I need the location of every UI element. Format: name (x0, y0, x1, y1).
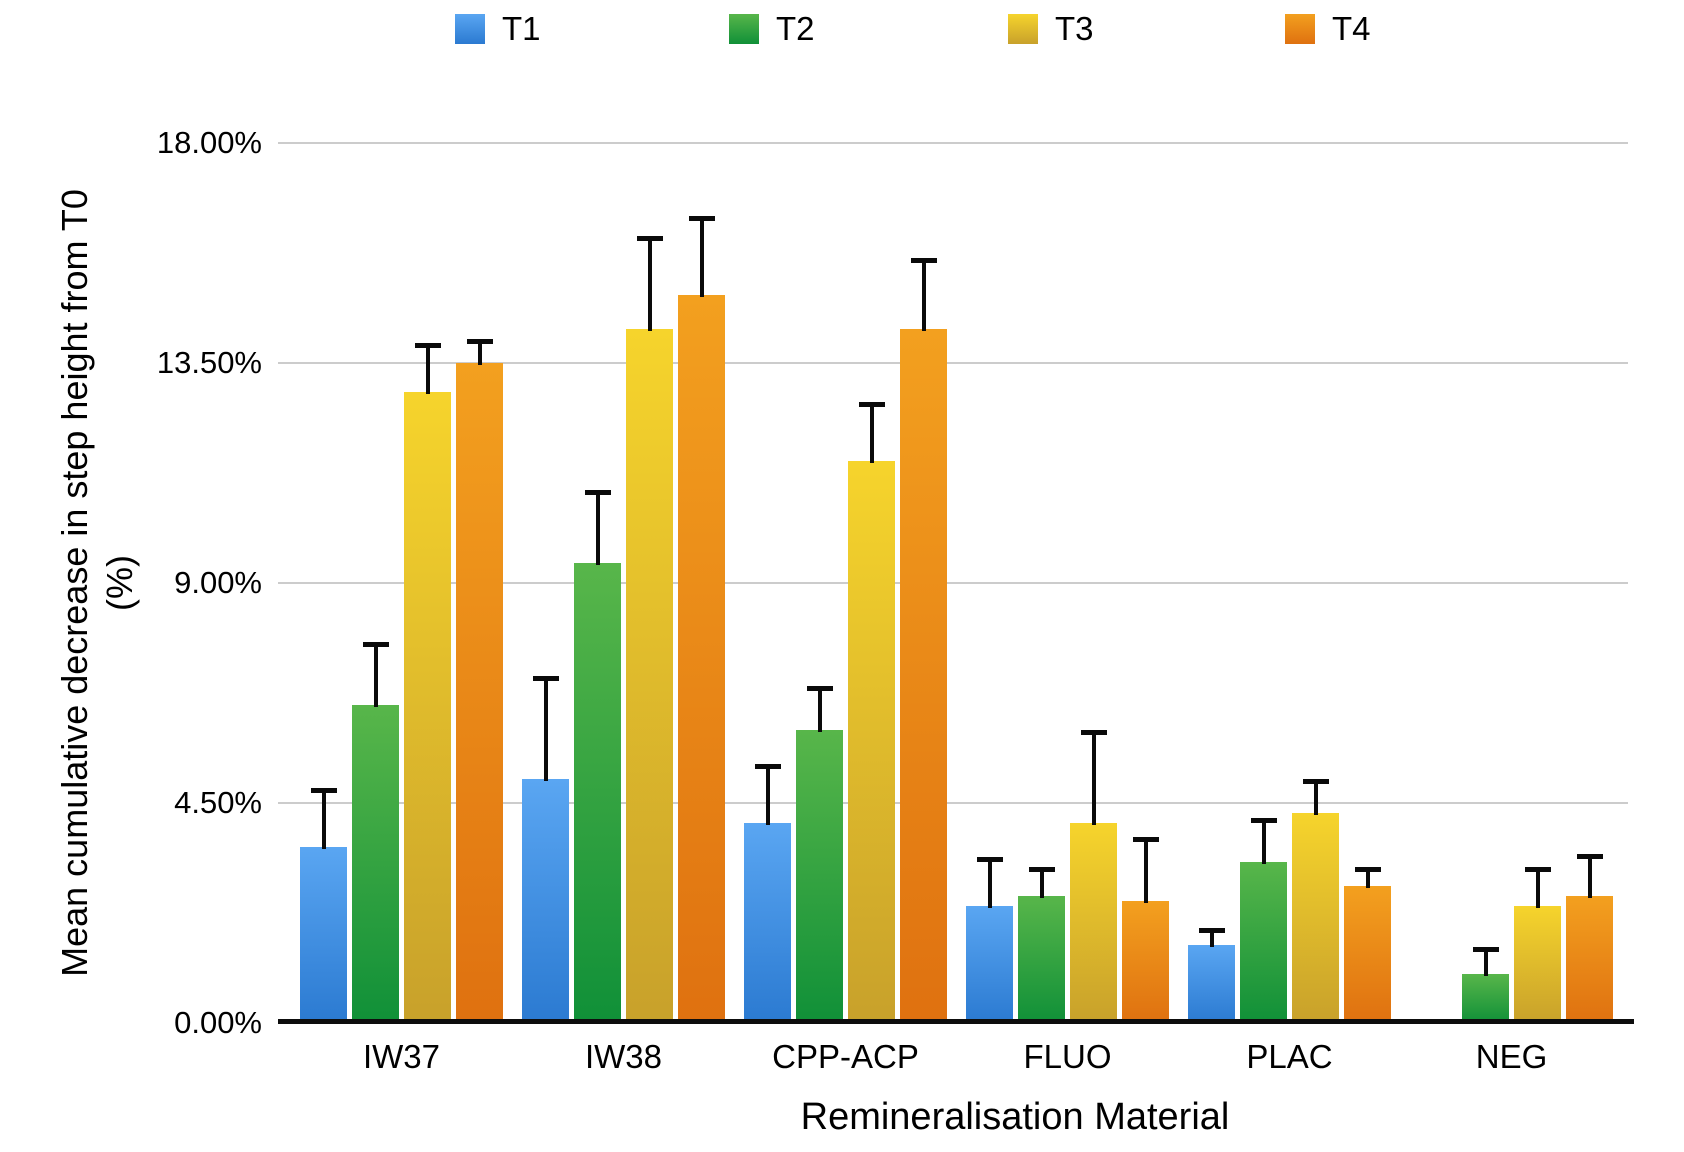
error-bar-cap (1303, 778, 1329, 784)
error-bar-cap (1029, 866, 1055, 872)
bar-t2-plac (1240, 861, 1287, 1023)
error-bar-stem (922, 257, 926, 331)
legend-swatch-t4 (1285, 14, 1315, 44)
bar-t3-iw37 (404, 392, 451, 1023)
bar-t1-plac (1188, 944, 1235, 1023)
error-bar-stem (322, 788, 326, 849)
bar-t4-neg (1566, 895, 1613, 1023)
error-bar-stem (1210, 927, 1214, 947)
error-bar-stem (818, 685, 822, 732)
error-bar-cap (1355, 866, 1381, 872)
bar-t4-plac (1344, 886, 1391, 1023)
error-bar-stem (1144, 837, 1148, 903)
legend-swatch-t1 (455, 14, 485, 44)
bar-t3-fluo (1070, 822, 1117, 1023)
bar-t1-iw38 (522, 778, 569, 1023)
legend-item-t4: T4 (1285, 12, 1371, 46)
x-axis-line (278, 1019, 1634, 1024)
gridline-13.50% (278, 362, 1628, 364)
bar-t2-iw38 (574, 563, 621, 1023)
x-category-label-cpp-acp: CPP-ACP (772, 1038, 919, 1075)
x-axis-title: Remineralisation Material (800, 1096, 1230, 1138)
legend-item-t3: T3 (1008, 12, 1094, 46)
bar-t4-iw38 (678, 294, 725, 1023)
bar-t3-cpp-acp (848, 460, 895, 1023)
error-bar-cap (467, 338, 493, 344)
bar-t3-plac (1292, 812, 1339, 1023)
error-bar-stem (1484, 947, 1488, 977)
error-bar-cap (533, 675, 559, 681)
error-bar-stem (870, 402, 874, 463)
error-bar-cap (755, 763, 781, 769)
x-category-label-iw38: IW38 (584, 1038, 663, 1075)
bar-t1-iw37 (300, 847, 347, 1023)
error-bar-stem (478, 338, 482, 365)
error-bar-stem (1040, 866, 1044, 898)
error-bar-cap (689, 216, 715, 222)
error-bar-stem (1262, 817, 1266, 864)
bar-t2-iw37 (352, 705, 399, 1023)
error-bar-stem (544, 675, 548, 781)
legend-item-t2: T2 (729, 12, 815, 46)
error-bar-cap (1473, 947, 1499, 953)
bar-t2-cpp-acp (796, 729, 843, 1023)
error-bar-cap (363, 641, 389, 647)
bar-t1-fluo (966, 905, 1013, 1023)
legend-swatch-t2 (729, 14, 759, 44)
legend-swatch-t3 (1008, 14, 1038, 44)
legend-label: T1 (502, 10, 541, 47)
error-bar-cap (311, 788, 337, 794)
error-bar-cap (1081, 729, 1107, 735)
bar-t4-iw37 (456, 363, 503, 1023)
error-bar-stem (1588, 854, 1592, 898)
y-tick-label: 9.00% (174, 565, 262, 600)
x-category-label-fluo: FLUO (1023, 1038, 1112, 1075)
y-tick-label: 18.00% (156, 125, 262, 160)
bar-t1-cpp-acp (744, 822, 791, 1023)
bar-t3-iw38 (626, 328, 673, 1023)
error-bar-stem (1092, 729, 1096, 825)
error-bar-stem (988, 856, 992, 908)
error-bar-cap (1251, 817, 1277, 823)
error-bar-stem (1536, 866, 1540, 908)
x-category-label-plac: PLAC (1246, 1038, 1333, 1075)
error-bar-stem (1366, 866, 1370, 889)
bar-t2-neg (1462, 974, 1509, 1023)
legend-label: T3 (1055, 10, 1094, 47)
error-bar-stem (766, 763, 770, 825)
bar-t4-cpp-acp (900, 328, 947, 1023)
error-bar-cap (1577, 854, 1603, 860)
error-bar-cap (1525, 866, 1551, 872)
error-bar-stem (426, 343, 430, 395)
gridline-18.00% (278, 142, 1628, 144)
legend-label: T2 (776, 10, 815, 47)
gridline-9.00% (278, 582, 1628, 584)
error-bar-cap (911, 257, 937, 263)
gridline-4.50% (278, 802, 1628, 804)
y-tick-label: 0.00% (174, 1005, 262, 1040)
error-bar-cap (807, 685, 833, 691)
error-bar-cap (1133, 837, 1159, 843)
bar-t4-fluo (1122, 900, 1169, 1023)
error-bar-cap (637, 235, 663, 241)
error-bar-stem (596, 490, 600, 566)
error-bar-cap (415, 343, 441, 349)
legend-label: T4 (1332, 10, 1371, 47)
error-bar-cap (585, 490, 611, 496)
x-category-label-iw37: IW37 (362, 1038, 441, 1075)
error-bar-stem (374, 641, 378, 708)
error-bar-stem (1314, 778, 1318, 815)
error-bar-cap (977, 856, 1003, 862)
y-tick-label: 13.50% (156, 345, 262, 380)
error-bar-cap (859, 402, 885, 408)
legend-item-t1: T1 (455, 12, 541, 46)
error-bar-cap (1199, 927, 1225, 933)
bar-t2-fluo (1018, 895, 1065, 1023)
y-tick-label: 4.50% (174, 785, 262, 820)
error-bar-stem (648, 235, 652, 331)
bar-t3-neg (1514, 905, 1561, 1023)
error-bar-stem (700, 216, 704, 297)
x-category-label-neg: NEG (1475, 1038, 1548, 1075)
